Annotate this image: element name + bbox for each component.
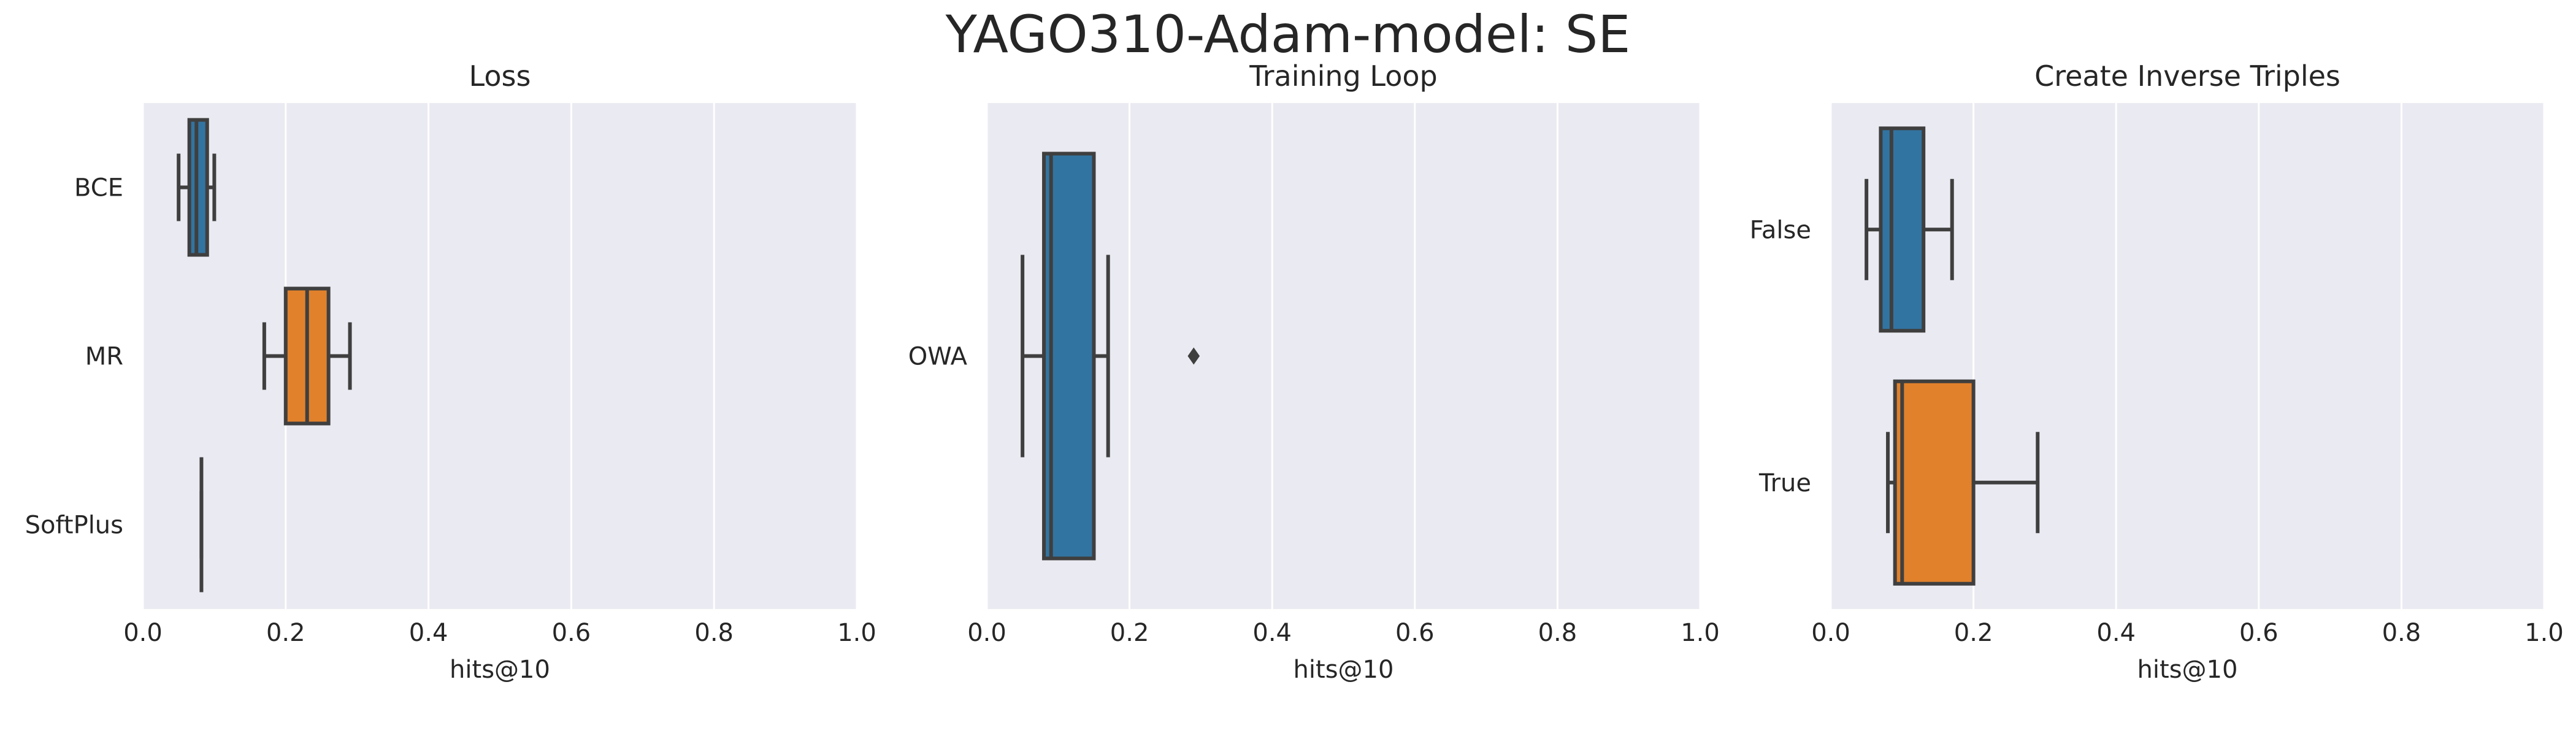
x-tick-label: 0.0 — [967, 619, 1006, 647]
figure-title: YAGO310-Adam-model: SE — [945, 4, 1631, 64]
y-tick-label: MR — [85, 343, 123, 371]
x-tick-label: 0.8 — [2382, 619, 2421, 647]
x-tick-label: 0.2 — [266, 619, 305, 647]
x-axis-label: hits@10 — [1294, 656, 1394, 684]
box-mr: MR — [85, 286, 352, 426]
y-tick-label: OWA — [908, 343, 968, 371]
box-softplus: SoftPlus — [25, 457, 204, 592]
x-axis-label: hits@10 — [2137, 656, 2238, 684]
x-tick-label: 0.6 — [2239, 619, 2279, 647]
box-iqr — [1893, 379, 1976, 586]
x-tick-label: 0.4 — [409, 619, 448, 647]
subplot-title: Training Loop — [1249, 59, 1437, 93]
subplot-3: 0.0 0.2 0.4 0.6 0.8 1.0 Create Inverse Triples… — [1750, 59, 2564, 684]
y-tick-label: False — [1750, 216, 1811, 244]
x-tick-label: 0.0 — [1811, 619, 1850, 647]
x-axis-label: hits@10 — [450, 656, 550, 684]
x-tick-label: 0.8 — [1538, 619, 1577, 647]
x-tick-label: 0.2 — [1110, 619, 1149, 647]
y-tick-label: SoftPlus — [25, 512, 123, 540]
subplot-1: 0.0 0.2 0.4 0.6 0.8 1.0 Loss hits@10 BCE MR SoftPl… — [25, 59, 876, 684]
box-true: True — [1758, 379, 2040, 586]
x-tick-label: 0.0 — [123, 619, 163, 647]
x-tick-label: 0.2 — [1954, 619, 1993, 647]
subplot-title: Create Inverse Triples — [2034, 59, 2340, 93]
x-tick-label: 0.6 — [552, 619, 591, 647]
x-tick-label: 0.8 — [694, 619, 734, 647]
subplot-2: 0.0 0.2 0.4 0.6 0.8 1.0 Training Loop hits@10 OW… — [908, 59, 1720, 684]
box-false: False — [1750, 126, 1954, 333]
y-tick-label: BCE — [74, 174, 123, 202]
y-tick-label: True — [1758, 469, 1811, 497]
x-tick-label: 1.0 — [2524, 619, 2564, 647]
x-tick-label: 0.4 — [1252, 619, 1292, 647]
x-tick-label: 1.0 — [1681, 619, 1720, 647]
subplot-title: Loss — [469, 59, 531, 93]
x-tick-label: 0.6 — [1395, 619, 1435, 647]
box-iqr — [1879, 126, 1926, 333]
x-tick-label: 1.0 — [837, 619, 876, 647]
plot-area — [143, 103, 857, 609]
outlier-point — [1187, 347, 1200, 365]
box-bce: BCE — [74, 118, 217, 257]
x-tick-label: 0.4 — [2096, 619, 2136, 647]
box-owa: OWA — [908, 151, 1200, 561]
